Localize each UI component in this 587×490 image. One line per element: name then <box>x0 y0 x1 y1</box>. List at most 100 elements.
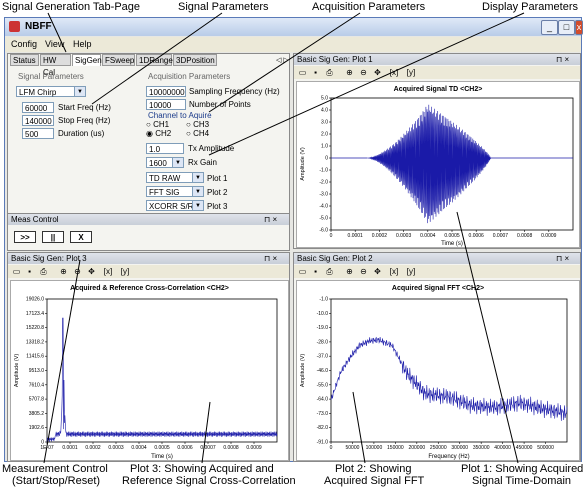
radio-ch2[interactable]: ◉ CH2 <box>146 129 172 138</box>
duration-input[interactable]: 500 <box>22 128 54 139</box>
zoom-x-icon[interactable]: [x] <box>389 68 399 77</box>
menu-view[interactable]: View <box>45 39 65 49</box>
open-icon[interactable]: ▭ <box>12 267 21 276</box>
plot3-pane: Basic Sig Gen: Plot 3 ⊓ × ▭ ▪ ⎙ ⊕ ⊖ ✥ [x… <box>7 252 290 462</box>
y-tick-label: 5707.8 <box>29 397 45 403</box>
y-tick-label: 3.0 <box>321 120 328 126</box>
pane-pin-close-icon[interactable]: ⊓ × <box>556 254 570 263</box>
zoom-out-icon[interactable]: ⊖ <box>360 267 367 276</box>
plot3-select[interactable]: XCORR S/R ▼ <box>146 200 204 211</box>
num-points-input[interactable]: 10000 <box>146 99 186 110</box>
reset-button[interactable]: X <box>70 231 92 243</box>
zoom-y-icon[interactable]: [y] <box>406 267 416 276</box>
x-tick-label: 300000 <box>451 445 468 451</box>
stop-freq-input[interactable]: 140000 <box>22 115 54 126</box>
plot2-label: Plot 2 <box>207 188 228 197</box>
y-tick-label: 15220.8 <box>26 325 44 331</box>
radio-ch2-label: CH2 <box>155 129 172 138</box>
tab-fsweep[interactable]: FSweep <box>102 54 135 66</box>
minimize-button[interactable]: _ <box>541 20 558 35</box>
pan-icon[interactable]: ✥ <box>88 267 95 276</box>
x-tick-label: 1E-07 <box>40 445 54 451</box>
radio-ch4[interactable]: ○ CH4 <box>186 129 210 138</box>
pan-icon[interactable]: ✥ <box>374 68 381 77</box>
channel-label: Channel to Aquire <box>148 111 212 120</box>
zoom-x-icon[interactable]: [x] <box>389 267 399 276</box>
radio-ch3-label: CH3 <box>193 120 210 129</box>
x-tick-label: 0.0008 <box>223 445 239 451</box>
y-axis-label: Amplitude (V) <box>14 354 20 387</box>
plot2-select[interactable]: FFT SIG ▼ <box>146 186 204 197</box>
start-freq-input[interactable]: 60000 <box>22 102 54 113</box>
tab-siggen[interactable]: SigGen <box>72 54 102 66</box>
zoom-x-icon[interactable]: [x] <box>103 267 113 276</box>
print-icon[interactable]: ⎙ <box>326 68 333 77</box>
x-tick-label: 0.0009 <box>246 445 262 451</box>
rx-gain-select[interactable]: 1600 ▼ <box>146 157 184 168</box>
y-tick-label: 0 <box>41 440 44 446</box>
start-button[interactable]: >> <box>14 231 36 243</box>
zoom-in-icon[interactable]: ⊕ <box>346 267 353 276</box>
annotation-plot1-2: Signal Time-Domain <box>472 475 572 487</box>
pause-button[interactable]: || <box>42 231 64 243</box>
x-tick-label: 400000 <box>494 445 511 451</box>
print-icon[interactable]: ⎙ <box>40 267 47 276</box>
menu-config[interactable]: Config <box>11 39 38 49</box>
print-icon[interactable]: ⎙ <box>326 267 333 276</box>
x-tick-label: 0.0001 <box>62 445 78 451</box>
annotation-signal-params: Signal Parameters <box>178 1 269 13</box>
chart-title: Acquired & Reference Cross-Correlation <… <box>70 285 229 292</box>
x-tick-label: 0.0008 <box>517 233 533 239</box>
zoom-out-icon[interactable]: ⊖ <box>360 68 367 77</box>
plot2-chart-area[interactable]: Acquired Signal FFT <CH2> -1.0 -10.0 -19.0 -… <box>296 280 580 461</box>
zoom-y-icon[interactable]: [y] <box>406 68 416 77</box>
pane-pin-close-icon[interactable]: ⊓ × <box>556 55 570 64</box>
tab-1drange[interactable]: 1DRange <box>136 54 173 66</box>
pane-pin-close-icon[interactable]: ⊓ × <box>264 215 278 224</box>
annotation-tab-page: Signal Generation Tab-Page <box>2 1 141 13</box>
pane-pin-close-icon[interactable]: ⊓ × <box>264 254 278 263</box>
tab-hw-cal[interactable]: HW Cal <box>40 54 71 77</box>
plot3-chart-area[interactable]: Acquired & Reference Cross-Correlation <… <box>10 280 289 461</box>
save-icon[interactable]: ▪ <box>314 267 317 276</box>
plot1-chart-area[interactable]: Acquired Signal TD <CH2> 5.0 4.0 3.0 2.0 1.0 0… <box>296 81 580 248</box>
stop-freq-label: Stop Freq (Hz) <box>58 116 111 125</box>
x-tick-label: 0.0002 <box>85 445 101 451</box>
acq-params-header: Acquisition Parameters <box>148 72 231 81</box>
tab-status[interactable]: Status <box>10 54 39 66</box>
open-icon[interactable]: ▭ <box>298 267 307 276</box>
y-tick-label: -5.0 <box>319 216 328 222</box>
tab-scroll-arrows[interactable]: ◁ ▷ <box>276 57 289 64</box>
zoom-out-icon[interactable]: ⊖ <box>74 267 81 276</box>
zoom-y-icon[interactable]: [y] <box>120 267 130 276</box>
x-tick-label: 0.0004 <box>420 233 436 239</box>
radio-ch3[interactable]: ○ CH3 <box>186 120 210 129</box>
open-icon[interactable]: ▭ <box>298 68 307 77</box>
radio-ch4-label: CH4 <box>193 129 210 138</box>
x-tick-label: 0.0006 <box>469 233 485 239</box>
plot2-pane-title: Basic Sig Gen: Plot 2 <box>294 253 580 264</box>
x-tick-label: 0.0007 <box>493 233 509 239</box>
plot1-select[interactable]: TD RAW ▼ <box>146 172 204 183</box>
waveform-select[interactable]: LFM Chirp ▼ <box>16 86 86 97</box>
pan-icon[interactable]: ✥ <box>374 267 381 276</box>
tx-amplitude-input[interactable]: 1.0 <box>146 143 184 154</box>
zoom-in-icon[interactable]: ⊕ <box>346 68 353 77</box>
tab-3dposition[interactable]: 3DPosition <box>173 54 217 66</box>
close-button[interactable]: x <box>575 20 583 35</box>
radio-ch1[interactable]: ○ CH1 <box>146 120 170 129</box>
annotation-acq-params: Acquisition Parameters <box>312 1 426 13</box>
maximize-button[interactable]: □ <box>558 20 575 35</box>
zoom-in-icon[interactable]: ⊕ <box>60 267 67 276</box>
radio-ch1-label: CH1 <box>153 120 170 129</box>
chart-title: Acquired Signal FFT <CH2> <box>392 285 484 292</box>
menu-help[interactable]: Help <box>73 39 92 49</box>
x-axis-label: Time (s) <box>151 454 173 460</box>
y-tick-label: 2.0 <box>321 132 328 138</box>
save-icon[interactable]: ▪ <box>314 68 317 77</box>
chevron-down-icon: ▼ <box>192 201 203 210</box>
save-icon[interactable]: ▪ <box>28 267 31 276</box>
y-tick-label: -55.0 <box>317 382 329 388</box>
y-tick-label: -46.0 <box>317 368 329 374</box>
sampling-freq-input[interactable]: 10000000 <box>146 86 186 97</box>
